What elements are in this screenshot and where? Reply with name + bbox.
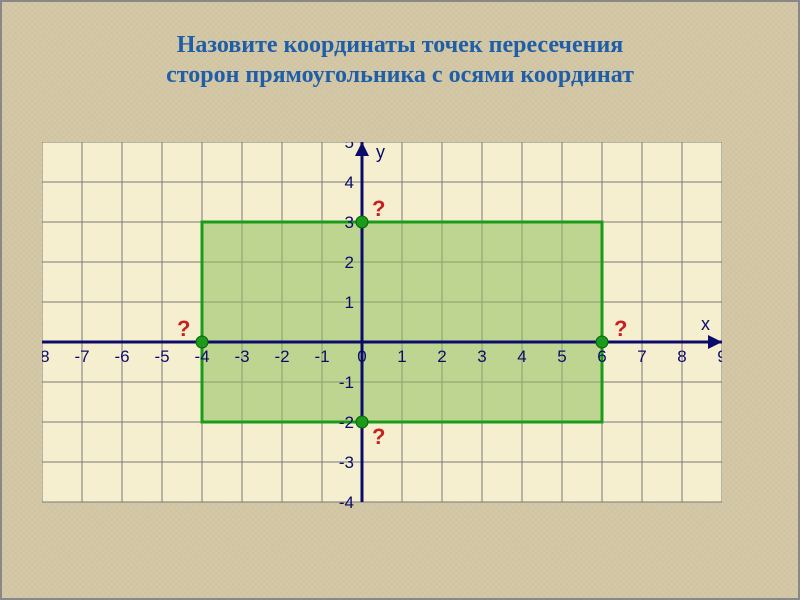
svg-text:3: 3: [477, 347, 486, 366]
svg-text:2: 2: [437, 347, 446, 366]
svg-text:-1: -1: [314, 347, 329, 366]
svg-text:-6: -6: [114, 347, 129, 366]
svg-text:4: 4: [517, 347, 526, 366]
svg-text:y: y: [376, 142, 385, 162]
svg-text:5: 5: [557, 347, 566, 366]
svg-text:7: 7: [637, 347, 646, 366]
chart-svg: yx-8-7-6-5-4-3-2-10123456789-4-3-2-11234…: [42, 142, 722, 562]
svg-text:-3: -3: [234, 347, 249, 366]
svg-text:-2: -2: [339, 413, 354, 432]
svg-text:8: 8: [677, 347, 686, 366]
svg-text:2: 2: [345, 253, 354, 272]
svg-text:6: 6: [597, 347, 606, 366]
page-title: Назовите координаты точек пересечения ст…: [2, 2, 798, 90]
title-line-1: Назовите координаты точек пересечения: [177, 32, 624, 58]
svg-text:5: 5: [345, 142, 354, 152]
svg-text:1: 1: [345, 293, 354, 312]
svg-text:?: ?: [372, 196, 385, 221]
svg-text:3: 3: [345, 213, 354, 232]
coordinate-chart: yx-8-7-6-5-4-3-2-10123456789-4-3-2-11234…: [42, 142, 762, 562]
svg-text:-8: -8: [42, 347, 50, 366]
svg-text:0: 0: [357, 347, 366, 366]
svg-text:-5: -5: [154, 347, 169, 366]
page: Назовите координаты точек пересечения ст…: [0, 0, 800, 600]
title-line-2: сторон прямоугольника с осями координат: [166, 62, 634, 88]
svg-text:4: 4: [345, 173, 354, 192]
svg-text:-2: -2: [274, 347, 289, 366]
svg-text:-4: -4: [339, 493, 354, 512]
svg-text:-7: -7: [74, 347, 89, 366]
svg-text:1: 1: [397, 347, 406, 366]
svg-text:x: x: [701, 314, 710, 334]
svg-text:-4: -4: [194, 347, 209, 366]
svg-text:?: ?: [614, 316, 627, 341]
svg-text:?: ?: [372, 424, 385, 449]
svg-text:-3: -3: [339, 453, 354, 472]
svg-text:9: 9: [717, 347, 722, 366]
svg-text:-1: -1: [339, 373, 354, 392]
svg-text:?: ?: [177, 316, 190, 341]
